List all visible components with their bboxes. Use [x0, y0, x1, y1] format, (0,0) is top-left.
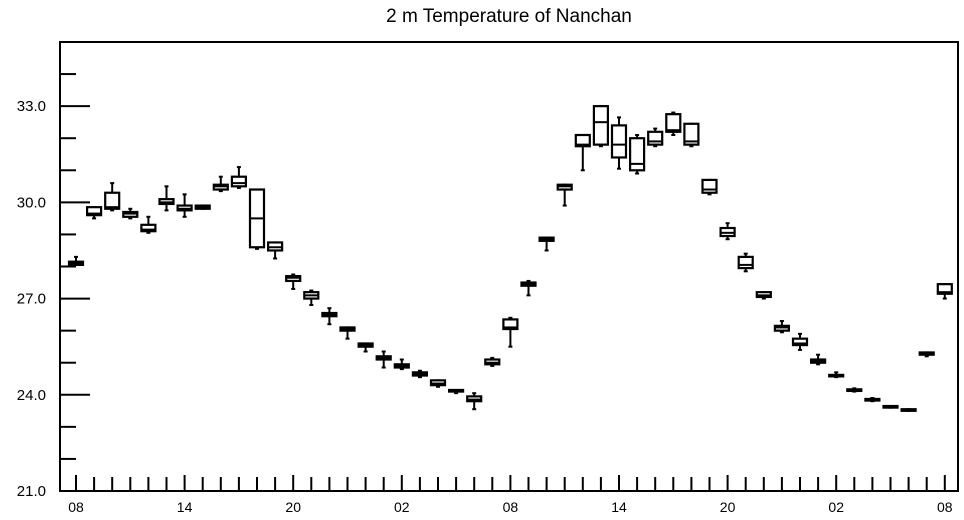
box-plot: [683, 122, 700, 148]
box-body: [610, 124, 628, 159]
box-plot: [339, 326, 356, 340]
box-plot: [267, 241, 284, 260]
box-series: [67, 105, 953, 412]
box-body: [665, 113, 682, 133]
x-tick-label: 20: [720, 499, 736, 515]
box-plot: [538, 236, 555, 252]
box-plot: [158, 185, 175, 212]
box-plot: [484, 356, 501, 367]
x-tick-label: 08: [503, 499, 519, 515]
box-plot: [846, 387, 863, 393]
box-plot: [212, 175, 229, 193]
box-plot: [882, 404, 899, 409]
box-plot: [375, 350, 392, 369]
box-body: [737, 255, 754, 270]
x-tick-label: 08: [937, 499, 953, 515]
box-body: [936, 283, 953, 295]
box-plot: [230, 166, 247, 189]
box-body: [683, 122, 700, 146]
box-body: [701, 178, 718, 194]
box-plot: [248, 188, 266, 250]
box-plot: [502, 316, 519, 348]
box-plot: [411, 369, 428, 379]
box-plot: [610, 116, 628, 170]
y-tick-label: 27.0: [17, 291, 46, 308]
box-plot: [647, 127, 664, 148]
box-body: [647, 130, 664, 146]
box-body: [592, 105, 610, 146]
box-plot: [755, 291, 772, 300]
box-plot: [900, 408, 917, 412]
x-tick-label: 02: [828, 499, 844, 515]
box-plot: [194, 204, 211, 210]
x-tick-label: 14: [177, 499, 193, 515]
box-plot: [303, 289, 320, 306]
box-body: [791, 337, 809, 347]
box-plot: [737, 252, 754, 273]
box-plot: [574, 133, 591, 172]
box-plot: [448, 388, 465, 395]
box-plot: [773, 320, 791, 334]
plot-frame: [59, 41, 959, 492]
box-plot: [429, 379, 447, 388]
x-tick-label: 08: [68, 499, 84, 515]
y-axis: 21.0 24.0 27.0 30.0 33.0: [17, 41, 90, 500]
x-tick-label: 14: [611, 499, 627, 515]
box-body: [104, 191, 121, 210]
box-plot: [665, 111, 682, 137]
box-plot: [791, 332, 809, 351]
y-tick-label: 24.0: [17, 387, 46, 404]
box-body: [140, 223, 157, 233]
box-plot: [85, 206, 103, 220]
box-plot: [466, 392, 483, 411]
box-body: [85, 206, 103, 217]
y-tick-label: 21.0: [17, 483, 46, 500]
box-plot: [918, 351, 935, 358]
box-body: [574, 133, 591, 148]
box-plot: [520, 279, 537, 297]
box-plot: [828, 371, 845, 379]
box-plot: [864, 396, 881, 403]
x-tick-label: 20: [285, 499, 301, 515]
x-axis: 08 14 20 02 08 14 20 02 08: [68, 475, 953, 515]
box-plot: [122, 207, 139, 220]
x-tick-label: 02: [394, 499, 410, 515]
box-plot: [809, 353, 827, 366]
box-plot: [321, 307, 338, 326]
box-plot: [556, 183, 573, 207]
box-plot: [592, 105, 610, 148]
box-plot: [176, 193, 193, 218]
box-plot: [719, 222, 736, 241]
box-plot: [393, 358, 410, 371]
box-plot: [67, 255, 85, 266]
box-body: [502, 318, 519, 331]
box-plot: [140, 215, 157, 234]
box-plot: [701, 178, 718, 196]
y-tick-label: 33.0: [17, 98, 46, 115]
box-plot: [285, 273, 302, 290]
box-body: [628, 137, 646, 172]
chart-title: 2 m Temperature of Nanchan: [386, 6, 632, 27]
box-plot: [628, 134, 646, 175]
box-plot: [357, 342, 374, 353]
box-body: [230, 175, 247, 188]
y-tick-label: 30.0: [17, 194, 46, 211]
box-plot: [104, 182, 121, 212]
box-plot: [936, 283, 953, 300]
